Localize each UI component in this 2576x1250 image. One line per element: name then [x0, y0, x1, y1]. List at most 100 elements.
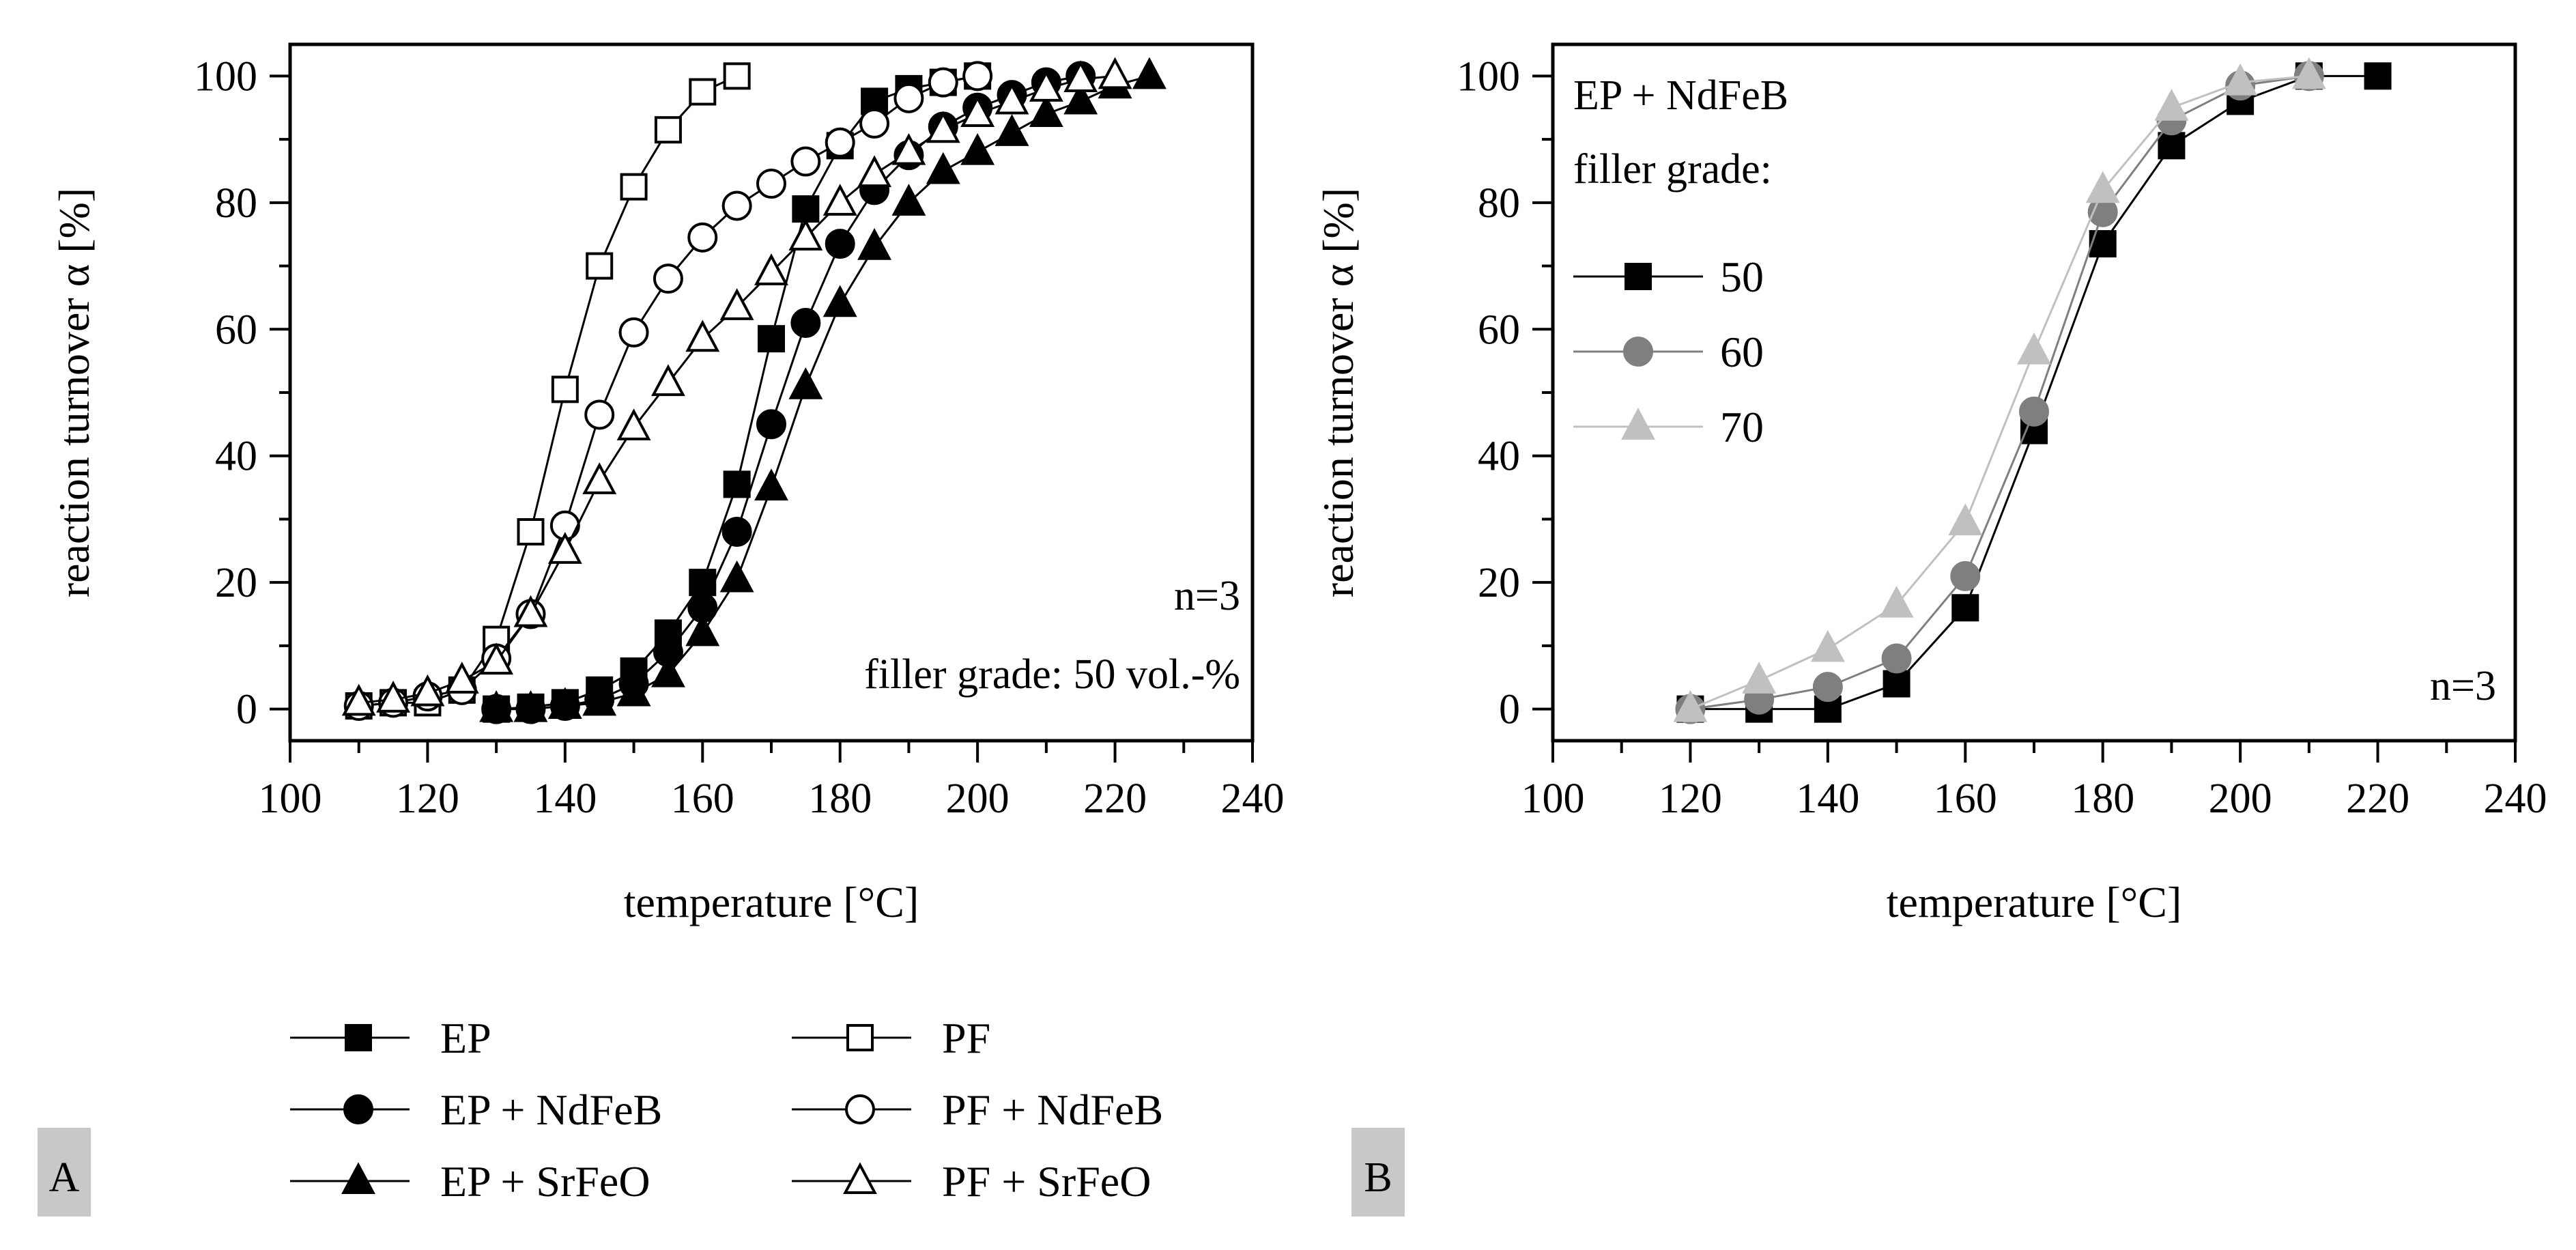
data-point — [825, 127, 855, 158]
data-point — [1063, 82, 1098, 115]
data-point — [687, 222, 718, 253]
x-axis-label-b: temperature [°C] — [1887, 878, 2182, 926]
data-point — [1883, 670, 1910, 698]
y-axis-label-b: reaction turnover α [%] — [1314, 188, 1362, 597]
data-point — [517, 518, 545, 545]
data-point — [2291, 57, 2326, 89]
data-point — [994, 114, 1029, 146]
data-point — [792, 195, 820, 223]
data-point — [582, 683, 617, 716]
x-tick-label: 160 — [671, 776, 734, 822]
legend-label: EP — [440, 1014, 491, 1062]
legend-item: 50 — [1573, 253, 1764, 301]
data-point — [994, 82, 1029, 115]
data-point — [1948, 503, 1983, 536]
y-tick-label: 20 — [215, 560, 257, 606]
panel-label-a-box: A — [38, 1128, 91, 1217]
data-point — [341, 683, 376, 716]
data-point — [790, 146, 821, 177]
x-tick-label: 200 — [2209, 776, 2272, 822]
data-point — [754, 253, 788, 285]
data-point — [376, 681, 411, 713]
legend-title-line-2-b: filler grade: — [1573, 146, 1772, 193]
data-point — [962, 61, 993, 91]
data-point — [822, 285, 857, 317]
legend-marker — [1621, 408, 1655, 440]
data-point — [1132, 57, 1167, 89]
y-tick-label: 100 — [194, 53, 257, 100]
data-point — [618, 317, 649, 347]
x-tick-label: 240 — [1221, 776, 1285, 822]
legend-label: PF + NdFeB — [942, 1085, 1163, 1134]
data-point — [754, 468, 788, 501]
x-tick-label: 200 — [946, 776, 1010, 822]
data-point — [721, 190, 752, 221]
data-point — [928, 67, 958, 98]
data-point — [857, 228, 892, 260]
x-axis-label-a: temperature [°C] — [624, 878, 919, 926]
data-point — [479, 690, 514, 722]
data-point — [547, 687, 582, 720]
legend-label: 60 — [1720, 328, 1764, 376]
panel-label-b: B — [1364, 1154, 1392, 1201]
data-point — [654, 116, 682, 144]
series-ep-srfeo — [479, 57, 1167, 722]
data-point — [513, 595, 548, 627]
data-point — [2085, 171, 2120, 203]
data-point — [926, 111, 960, 143]
series-pf — [345, 62, 751, 720]
data-point — [1879, 585, 1914, 618]
x-tick-label: 140 — [1796, 776, 1859, 822]
series-70 — [1673, 57, 2326, 722]
data-point — [1029, 70, 1063, 102]
data-point — [2019, 396, 2049, 427]
x-tick-label: 180 — [808, 776, 872, 822]
data-point — [1742, 662, 1777, 694]
data-point — [653, 264, 683, 294]
legend-item: 60 — [1573, 328, 1764, 376]
legend-label: 50 — [1720, 253, 1764, 301]
data-point — [1029, 95, 1063, 128]
series-group-a — [341, 57, 1167, 724]
y-tick-label: 60 — [215, 307, 257, 353]
data-point — [650, 364, 685, 397]
x-tick-label: 100 — [1521, 776, 1585, 822]
x-tick-label: 160 — [1934, 776, 1997, 822]
data-point — [859, 108, 890, 139]
x-tick-label: 140 — [533, 776, 597, 822]
data-point — [2017, 332, 2051, 365]
data-point — [790, 308, 821, 338]
data-point — [1063, 60, 1098, 93]
legend-item: EP — [290, 1014, 491, 1062]
data-point — [756, 169, 786, 199]
data-point — [586, 252, 614, 280]
data-point — [723, 470, 751, 498]
data-point — [685, 319, 720, 352]
data-point — [891, 132, 926, 165]
data-point — [825, 229, 855, 259]
annotation-n-b: n=3 — [2430, 663, 2496, 709]
legend-marker — [843, 1162, 877, 1195]
y-tick-label: 100 — [1457, 53, 1520, 100]
legend-item: PF — [792, 1014, 990, 1062]
data-point — [960, 95, 995, 128]
data-point — [620, 173, 648, 201]
legend-marker — [1625, 263, 1652, 290]
data-point — [2154, 89, 2189, 121]
data-point — [616, 408, 651, 441]
chart-panel-b: 100 120 140 160 180 200 220 240 0 20 40 60 80 100 tem… — [1314, 42, 2547, 926]
y-tick-label: 80 — [215, 180, 257, 227]
data-point — [616, 674, 651, 707]
x-tick-label: 120 — [396, 776, 459, 822]
series-line — [358, 74, 1115, 704]
legend-marker — [341, 1162, 375, 1195]
legend-a: EP PF EP + NdFeB PF + NdFeB EP + SrFeO PF + S… — [290, 1014, 1163, 1206]
y-tick-label: 20 — [1478, 560, 1520, 606]
chart-panel-a: 100 120 140 160 180 200 220 240 0 20 40 60 80 100 tem… — [50, 42, 1285, 926]
data-point — [444, 662, 479, 694]
series-50 — [1676, 62, 2392, 723]
series-line — [1690, 74, 2378, 711]
y-tick-label: 0 — [1499, 687, 1520, 733]
y-tick-label: 40 — [215, 434, 257, 480]
